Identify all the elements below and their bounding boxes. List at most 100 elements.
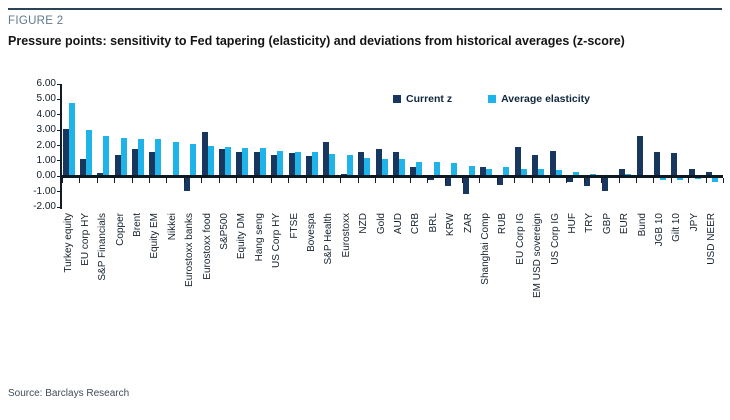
- y-axis-tick-mark: [57, 175, 62, 177]
- bar-current-z: [358, 151, 365, 177]
- x-axis-tick-mark: [322, 177, 324, 183]
- y-axis-line: [60, 84, 62, 209]
- x-axis-label: US Corp IG: [549, 213, 561, 265]
- x-axis-label: Bovespa: [306, 213, 318, 252]
- legend-label-average-elasticity: Average elasticity: [501, 93, 591, 105]
- bar-average-elasticity: [712, 176, 719, 182]
- bar-current-z: [271, 154, 278, 177]
- x-axis-tick-mark: [618, 177, 620, 183]
- x-axis-label: Copper: [114, 213, 126, 246]
- x-axis-label: AUD: [393, 213, 404, 235]
- bar-average-elasticity: [138, 138, 145, 177]
- x-axis-tick-mark: [479, 177, 481, 183]
- x-axis-label: NZD: [358, 213, 370, 234]
- x-axis-label: Eurostoxx banks: [184, 213, 196, 287]
- bar-current-z: [566, 176, 573, 182]
- bar-average-elasticity: [277, 150, 284, 177]
- figure-title: Pressure points: sensitivity to Fed tape…: [8, 34, 625, 48]
- bar-average-elasticity: [572, 171, 579, 177]
- legend-swatch-current-z: [393, 95, 401, 103]
- bar-average-elasticity: [346, 155, 353, 177]
- x-axis-tick-mark: [375, 177, 377, 183]
- bar-current-z: [253, 151, 260, 177]
- x-axis-label: EM USD sovereign: [532, 213, 544, 299]
- bar-average-elasticity: [694, 176, 701, 180]
- x-axis-tick-mark: [62, 177, 63, 183]
- x-axis-tick-mark: [96, 177, 98, 183]
- bar-average-elasticity: [242, 147, 249, 177]
- x-axis-tick-mark: [288, 177, 290, 183]
- x-axis-label: EUR: [619, 213, 631, 235]
- y-axis-tick-mark: [57, 145, 62, 146]
- x-axis-tick-mark: [305, 177, 307, 183]
- x-axis-label: CRB: [410, 213, 422, 235]
- bar-current-z: [132, 149, 139, 177]
- bar-current-z: [79, 158, 86, 177]
- y-axis-tick-label: -2.00: [33, 201, 56, 212]
- bar-average-elasticity: [503, 167, 510, 177]
- bar-current-z: [219, 148, 226, 177]
- x-axis-label: EU corp HY: [79, 213, 91, 266]
- x-axis-tick-mark: [688, 177, 690, 183]
- bar-average-elasticity: [68, 103, 75, 177]
- bar-average-elasticity: [207, 145, 214, 177]
- bar-current-z: [584, 176, 591, 187]
- y-axis-tick-mark: [57, 206, 62, 208]
- bar-current-z: [62, 129, 69, 177]
- x-axis-label: Equity EM: [149, 213, 161, 259]
- x-axis-label: KRW: [445, 213, 457, 237]
- x-axis-label: Gilt 10: [671, 213, 683, 242]
- x-axis-tick-mark: [531, 177, 533, 183]
- y-axis-tick-label: 2.00: [36, 139, 56, 151]
- bar-average-elasticity: [433, 161, 440, 177]
- bar-current-z: [462, 176, 469, 194]
- bar-average-elasticity: [294, 152, 301, 177]
- x-axis-label: Shanghai Comp: [479, 213, 491, 285]
- x-axis-line: [62, 175, 723, 178]
- y-axis-tick-mark: [57, 129, 62, 131]
- bar-current-z: [393, 152, 399, 177]
- bar-average-elasticity: [659, 176, 666, 181]
- bar-current-z: [549, 150, 556, 177]
- x-axis-tick-mark: [566, 177, 568, 183]
- y-axis-tick-label: 1.00: [36, 154, 56, 166]
- legend-item-average-elasticity: Average elasticity: [488, 93, 590, 105]
- x-axis-label: US Corp HY: [271, 213, 283, 269]
- x-axis-label: Eurostoxx food: [201, 213, 213, 280]
- x-axis-label: Turkey equity: [62, 213, 74, 273]
- bar-average-elasticity: [172, 141, 179, 177]
- x-axis-tick-mark: [253, 177, 255, 183]
- bar-current-z: [149, 152, 156, 177]
- bar-current-z: [636, 136, 643, 177]
- bar-current-z: [688, 169, 695, 177]
- bar-average-elasticity: [85, 130, 92, 177]
- y-axis-tick-label: 5.00: [36, 93, 56, 105]
- bar-average-elasticity: [259, 147, 266, 177]
- bar-average-elasticity: [155, 139, 162, 177]
- x-axis-tick-mark: [705, 177, 707, 183]
- x-axis-tick-mark: [549, 177, 551, 183]
- bar-average-elasticity: [677, 176, 684, 181]
- x-axis-tick-mark: [723, 177, 724, 183]
- bar-average-elasticity: [381, 159, 388, 177]
- bar-current-z: [479, 167, 486, 177]
- bar-average-elasticity: [538, 169, 545, 177]
- bar-average-elasticity: [451, 163, 458, 177]
- x-axis-tick-mark: [114, 177, 116, 183]
- x-axis-label: BRL: [427, 213, 439, 233]
- x-axis-label: TRY: [584, 213, 596, 233]
- x-axis-label: Nikkei: [166, 213, 178, 241]
- bar-average-elasticity: [555, 170, 562, 177]
- bar-average-elasticity: [312, 151, 319, 177]
- x-axis-label: Gold: [375, 213, 387, 235]
- x-axis-tick-mark: [340, 177, 342, 183]
- x-axis-label: Brent: [132, 213, 144, 237]
- bar-current-z: [288, 153, 295, 177]
- bar-current-z: [653, 152, 660, 177]
- x-axis-tick-mark: [514, 177, 516, 183]
- bar-average-elasticity: [416, 161, 423, 177]
- x-axis-label: JGB 10: [653, 213, 665, 247]
- x-axis-label: HUF: [566, 213, 578, 234]
